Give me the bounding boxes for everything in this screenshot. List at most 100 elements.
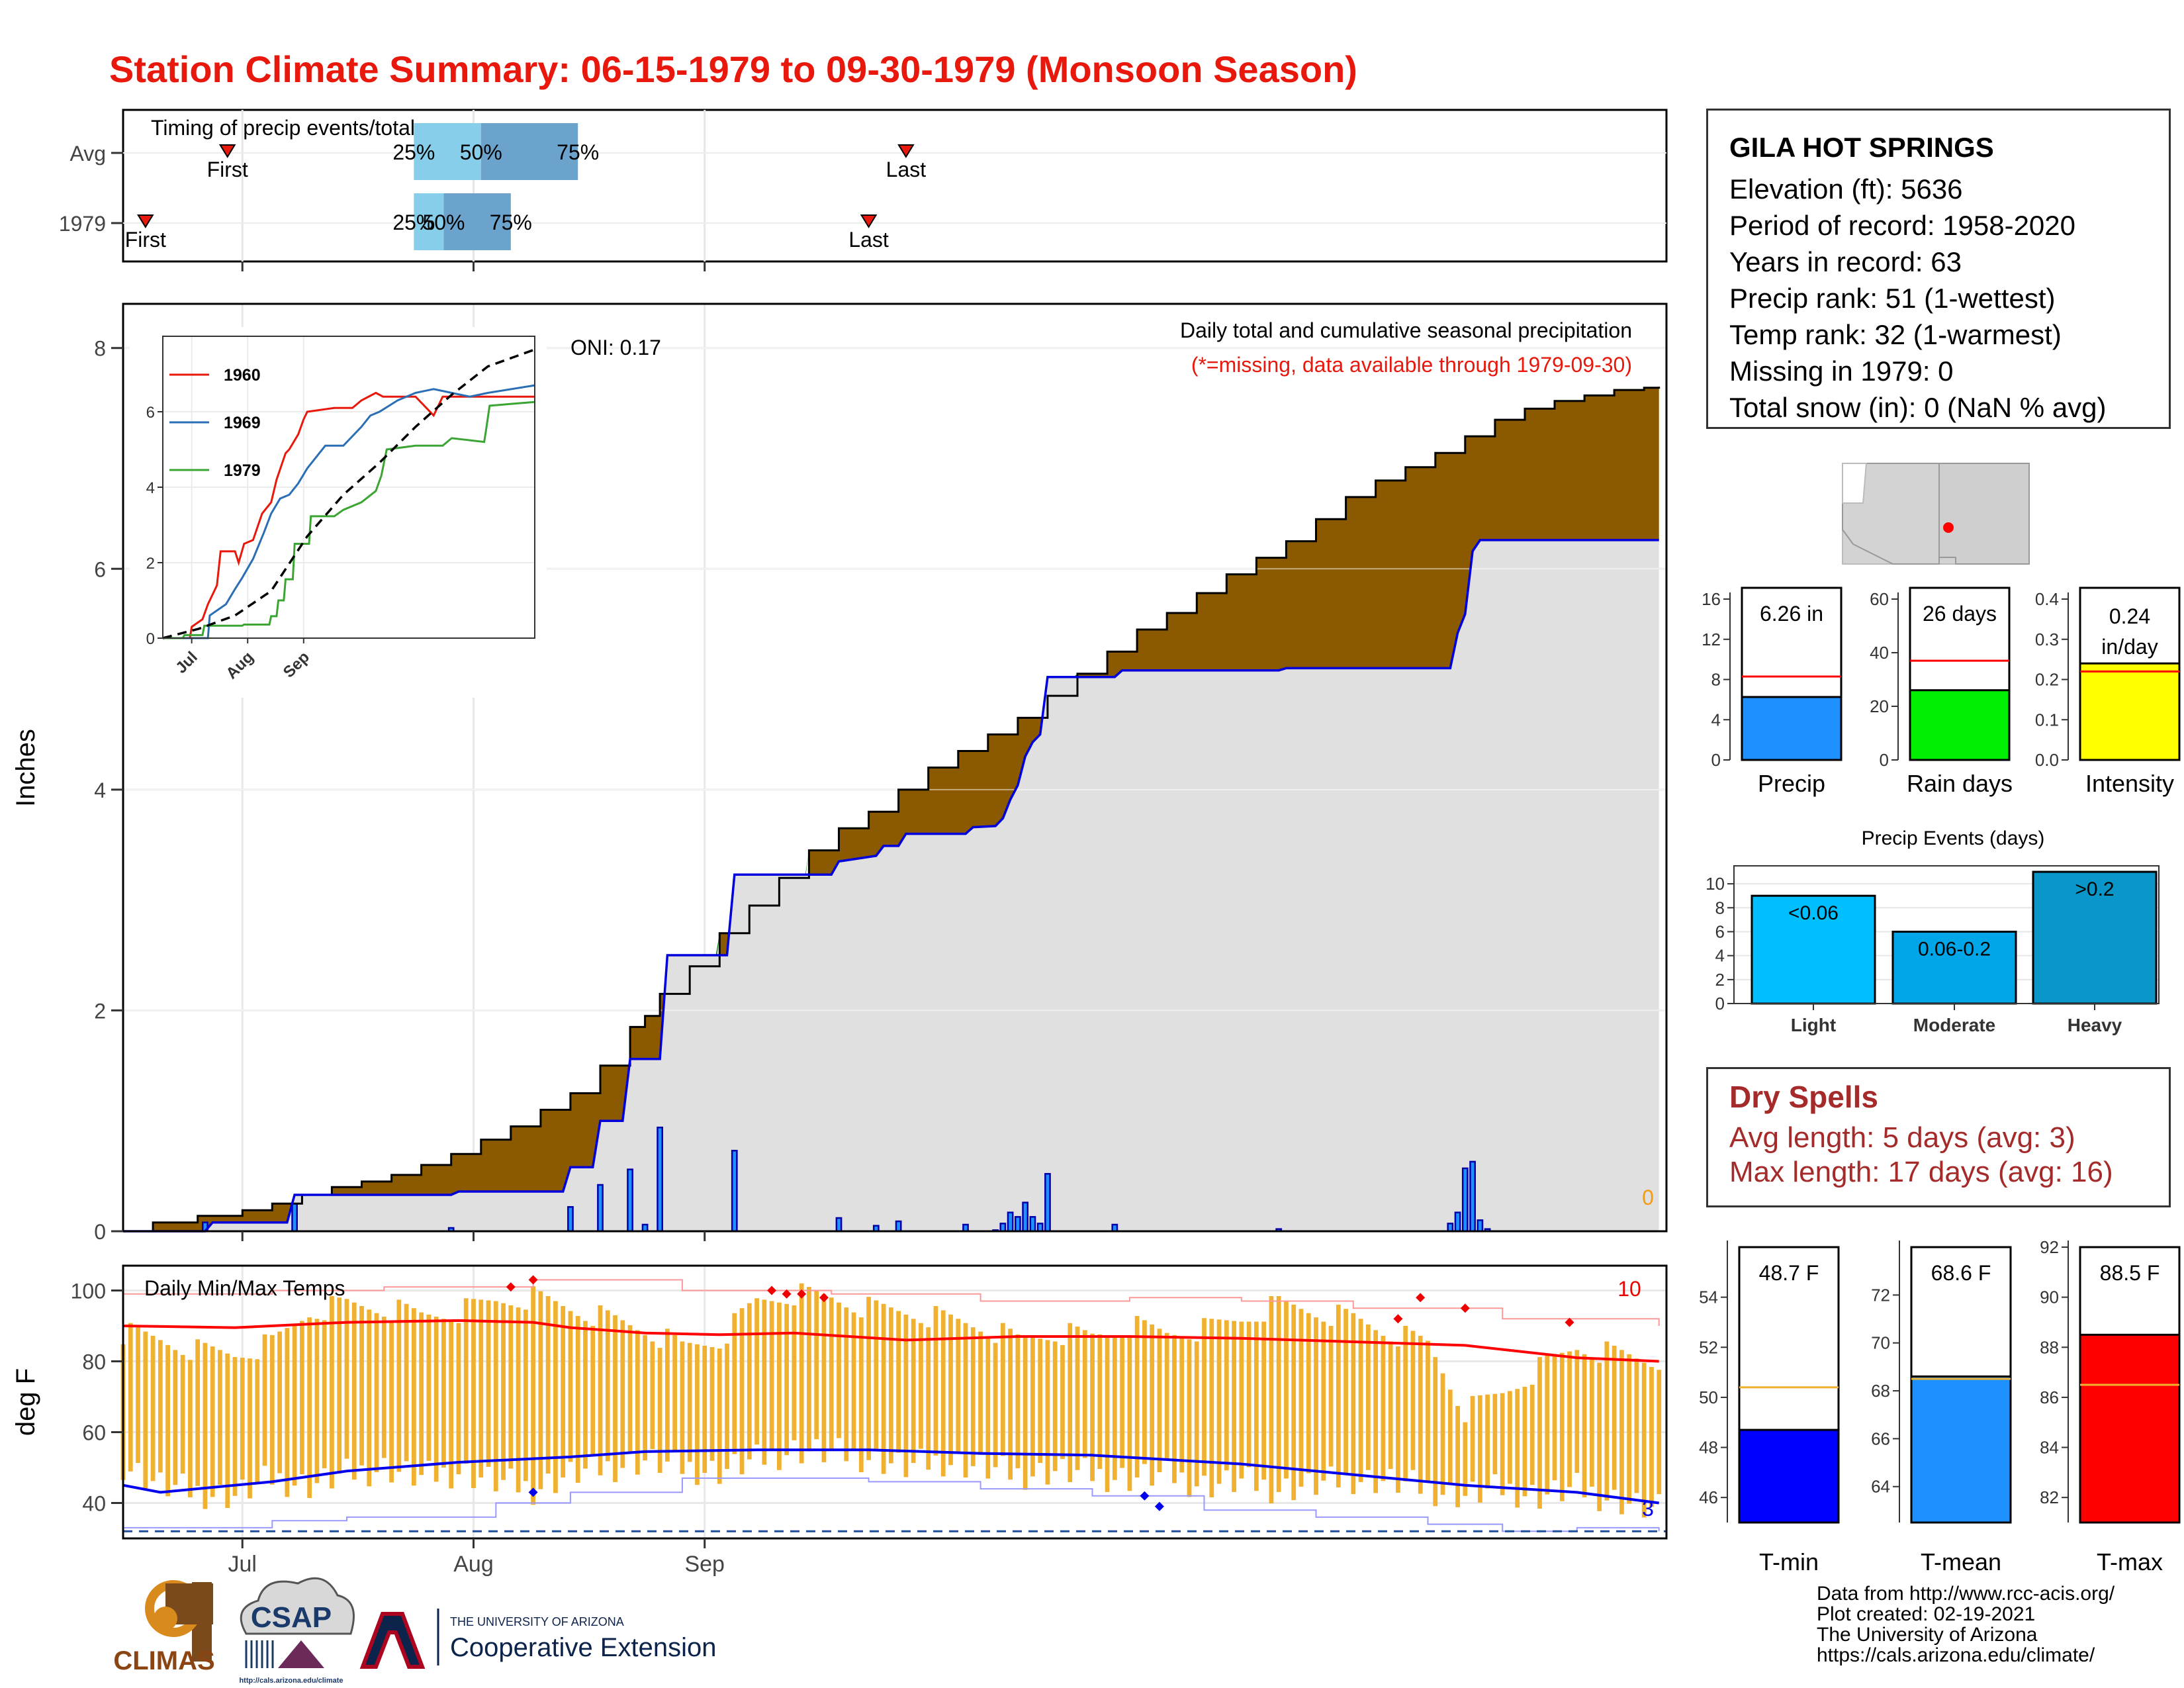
daily-temp-range-bar — [1202, 1318, 1206, 1476]
daily-temp-range-bar — [1068, 1323, 1073, 1482]
credits: Data from http://www.rcc-acis.org/ Plot … — [1817, 1583, 2115, 1665]
mini-y-tick-label: 0 — [1711, 750, 1721, 770]
mini-y-tick-label: 12 — [1702, 630, 1721, 649]
quartile-bar-50-75 — [443, 193, 511, 250]
inset-series-line — [163, 384, 535, 639]
credit-url: https://cals.arizona.edu/climate/ — [1817, 1644, 2095, 1666]
daily-temp-range-bar — [1589, 1358, 1594, 1487]
precip-annotation: Daily total and cumulative seasonal prec… — [1180, 318, 1632, 342]
daily-temp-range-bar — [1336, 1304, 1341, 1487]
average-tmax-line — [122, 1319, 1659, 1363]
daily-temp-range-bar — [471, 1299, 476, 1489]
daily-temp-range-bar — [285, 1328, 290, 1497]
daily-temp-range-bar — [1634, 1358, 1639, 1493]
first-label: First — [207, 158, 248, 181]
daily-temp-range-bar — [732, 1313, 737, 1454]
events-category-label: Light — [1791, 1015, 1836, 1035]
daily-temp-range-bar — [680, 1341, 685, 1474]
daily-temp-range-bar — [314, 1319, 320, 1483]
daily-temp-range-bar — [1321, 1321, 1326, 1481]
timing-row-label: Avg — [69, 142, 106, 165]
daily-temp-range-bar — [963, 1323, 968, 1477]
legend-label: 1979 — [224, 461, 261, 480]
ua-logo-mark — [359, 1612, 426, 1669]
y-tick-label: 60 — [82, 1421, 106, 1444]
last-label: Last — [886, 158, 927, 181]
mini-y-tick-label: 46 — [1699, 1487, 1718, 1507]
station-snow: Total snow (in): 0 (NaN % avg) — [1729, 392, 2107, 423]
record-low-marker — [1154, 1501, 1164, 1511]
daily-temp-range-bar — [359, 1305, 364, 1466]
daily-temp-range-bar — [620, 1320, 625, 1468]
mini-panel-name: T-max — [2097, 1548, 2163, 1575]
daily-precip-bar — [731, 1149, 738, 1233]
daily-temp-range-bar — [1232, 1321, 1236, 1492]
daily-temp-range-bar — [605, 1310, 610, 1462]
daily-temp-range-bar — [1052, 1341, 1058, 1472]
daily-temp-range-bar — [821, 1293, 827, 1462]
daily-temp-range-bar — [277, 1331, 282, 1474]
daily-temp-range-bar — [419, 1312, 424, 1476]
daily-temp-range-bar — [970, 1327, 976, 1466]
q50-label: 50% — [422, 211, 465, 234]
record-high-marker — [819, 1293, 829, 1303]
y-tick-label: 6 — [94, 557, 106, 581]
daily-temp-range-bar — [1172, 1335, 1177, 1483]
x-tick-label: Aug — [453, 1552, 494, 1577]
daily-temp-range-bar — [1388, 1341, 1393, 1470]
daily-temp-range-bar — [1522, 1386, 1527, 1497]
daily-temp-range-bar — [590, 1325, 596, 1455]
daily-precip-bar — [291, 1203, 298, 1233]
daily-temp-range-bar — [1269, 1296, 1274, 1504]
daily-temp-range-bar — [1426, 1340, 1430, 1483]
daily-temp-range-bar — [1239, 1321, 1244, 1479]
station-period: Period of record: 1958-2020 — [1729, 210, 2076, 241]
daily-temp-range-bar — [1045, 1340, 1050, 1485]
daily-temp-range-bar — [1291, 1304, 1297, 1501]
daily-temp-range-bar — [1209, 1319, 1214, 1497]
daily-temp-range-bar — [650, 1341, 655, 1450]
last-label: Last — [848, 228, 889, 252]
daily-temp-range-bar — [1060, 1344, 1065, 1460]
mini-value-bar — [1741, 696, 1843, 761]
mini-y-tick-label: 20 — [1870, 696, 1889, 716]
daily-temp-range-bar — [844, 1307, 849, 1462]
station-temp-rank: Temp rank: 32 (1-warmest) — [1729, 319, 2062, 350]
daily-temp-range-bar — [881, 1303, 886, 1474]
daily-precip-bar — [1469, 1160, 1476, 1233]
mini-y-tick-label: 0.1 — [2035, 710, 2059, 729]
daily-temp-range-bar — [1440, 1373, 1445, 1495]
observed-cumulative-line — [123, 539, 1659, 1233]
daily-temp-range-bar — [441, 1319, 446, 1468]
dry-spells-box: Dry Spells Avg length: 5 days (avg: 3) M… — [1706, 1067, 2171, 1207]
events-y-tick-label: 4 — [1715, 946, 1725, 966]
mini-value-bar — [1909, 689, 2011, 761]
daily-temp-range-bar — [1000, 1323, 1005, 1456]
mini-value-bar — [1910, 1375, 2012, 1524]
q75-label: 75% — [557, 140, 599, 164]
daily-temp-range-bar — [299, 1321, 304, 1475]
mini-y-tick-label: 70 — [1871, 1333, 1890, 1353]
average-cumulative-line — [123, 387, 1661, 1233]
above-average-area — [123, 387, 1659, 1231]
daily-temp-range-bar — [1216, 1319, 1222, 1484]
daily-temp-range-bar — [993, 1342, 998, 1468]
record-high-marker — [1460, 1303, 1470, 1313]
daily-temp-range-bar — [337, 1297, 342, 1474]
daily-temp-range-bar — [292, 1324, 297, 1486]
temps-bg — [123, 1266, 1666, 1538]
daily-temp-range-bar — [195, 1339, 201, 1486]
station-precip-rank: Precip rank: 51 (1-wettest) — [1729, 283, 2056, 314]
quartile-bar-25-50 — [414, 123, 481, 180]
mini-y-tick-label: 52 — [1699, 1337, 1718, 1357]
daily-temp-range-bar — [1619, 1350, 1624, 1515]
credit-data-source: Data from http://www.rcc-acis.org/ — [1817, 1583, 2115, 1605]
mini-y-tick-label: 4 — [1711, 710, 1721, 729]
daily-precip-bar — [835, 1217, 842, 1233]
daily-temp-range-bar — [1537, 1357, 1542, 1509]
daily-temp-range-bar — [538, 1291, 543, 1489]
inset-series-line — [163, 391, 535, 639]
daily-temp-range-bar — [1142, 1320, 1147, 1464]
